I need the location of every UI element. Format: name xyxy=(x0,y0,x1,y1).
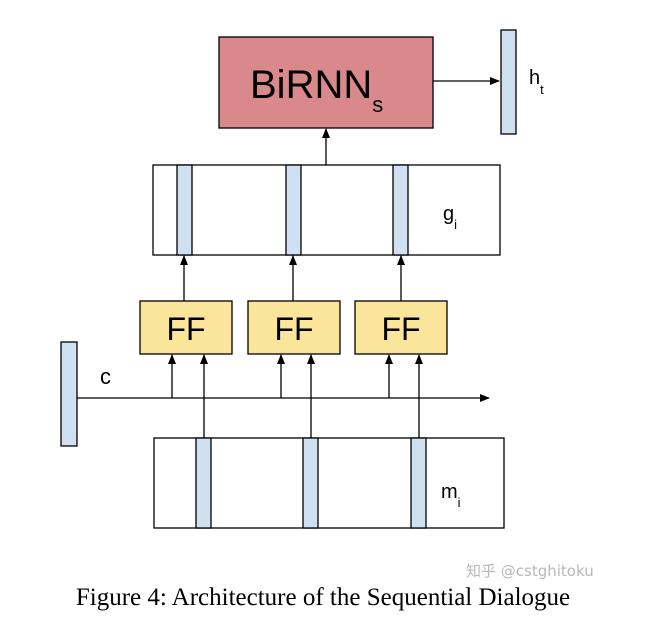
context-label: c xyxy=(100,364,111,389)
m-layer-box xyxy=(153,437,505,529)
ff-block-2 xyxy=(247,300,341,355)
ff-block-1 xyxy=(139,300,233,355)
g-vector-3 xyxy=(392,164,409,256)
output-label: ht xyxy=(529,67,544,97)
ff-block-3 xyxy=(354,300,448,355)
birnn-label: BiRNNs xyxy=(250,63,383,117)
ff-label-1: FF xyxy=(166,311,205,347)
m-vector-2 xyxy=(302,437,319,529)
g-layer-label: gi xyxy=(443,203,457,232)
m-vector-1 xyxy=(195,437,212,529)
watermark: 知乎 @cstghitoku xyxy=(466,562,594,580)
birnn-block xyxy=(218,36,434,129)
context-vector-c xyxy=(60,341,78,447)
ff-label-3: FF xyxy=(381,311,420,347)
ff-label-2: FF xyxy=(274,311,313,347)
m-layer-label: mi xyxy=(441,481,461,510)
g-vector-1 xyxy=(176,164,193,256)
g-layer-box xyxy=(152,164,501,256)
output-vector-ht xyxy=(500,29,517,135)
figure-caption: Figure 4: Architecture of the Sequential… xyxy=(75,584,571,611)
m-vector-3 xyxy=(410,437,427,529)
g-vector-2 xyxy=(285,164,302,256)
